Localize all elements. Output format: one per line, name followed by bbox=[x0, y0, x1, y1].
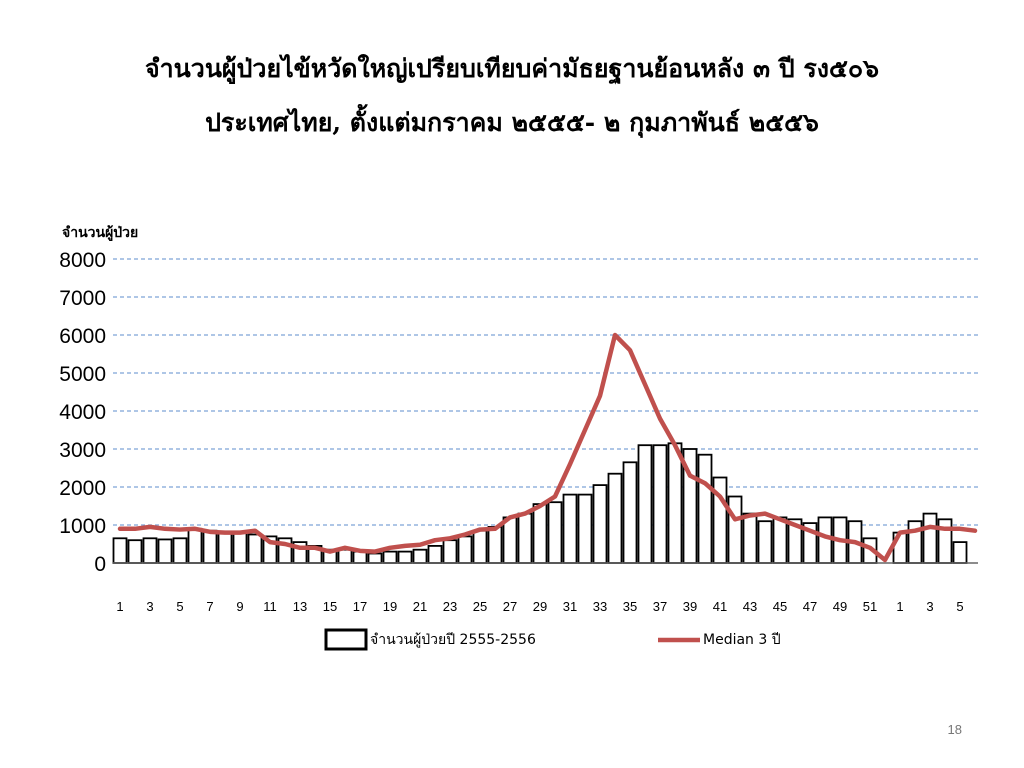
bar bbox=[337, 548, 353, 564]
bar bbox=[427, 545, 443, 564]
x-tick-label: 47 bbox=[803, 599, 817, 614]
bar bbox=[442, 539, 458, 564]
page-number: 18 bbox=[947, 722, 962, 737]
x-tick-label: 37 bbox=[653, 599, 667, 614]
y-tick-label: 6000 bbox=[59, 325, 106, 348]
bar bbox=[532, 503, 548, 564]
slide-title: จำนวนผู้ป่วยไข้หวัดใหญ่เปรียบเทียบค่ามัธ… bbox=[0, 42, 1024, 150]
x-tick-label: 7 bbox=[206, 599, 213, 614]
median-line bbox=[117, 332, 978, 563]
bar bbox=[247, 533, 263, 564]
x-tick-label: 33 bbox=[593, 599, 607, 614]
bar bbox=[157, 538, 173, 564]
bar bbox=[382, 550, 398, 564]
y-tick-label: 1000 bbox=[59, 515, 106, 538]
bar bbox=[187, 527, 203, 564]
x-tick-label: 29 bbox=[533, 599, 547, 614]
y-tick-label: 8000 bbox=[59, 249, 106, 272]
x-tick-label: 31 bbox=[563, 599, 577, 614]
x-tick-label: 5 bbox=[956, 599, 963, 614]
y-tick-label: 4000 bbox=[59, 401, 106, 424]
x-tick-label: 35 bbox=[623, 599, 637, 614]
x-tick-label: 13 bbox=[293, 599, 307, 614]
x-tick-label: 41 bbox=[713, 599, 727, 614]
bar bbox=[127, 539, 143, 564]
bar bbox=[172, 537, 188, 564]
bar bbox=[142, 537, 158, 564]
x-tick-label: 21 bbox=[413, 599, 427, 614]
bar bbox=[562, 493, 578, 564]
x-tick-label: 5 bbox=[176, 599, 183, 614]
bar bbox=[652, 444, 668, 564]
x-tick-label: 49 bbox=[833, 599, 847, 614]
x-tick-label: 1 bbox=[896, 599, 903, 614]
x-tick-label: 11 bbox=[263, 599, 277, 614]
y-tick-label: 3000 bbox=[59, 439, 106, 462]
legend-bar-swatch bbox=[324, 628, 368, 651]
x-tick-label: 43 bbox=[743, 599, 757, 614]
bar bbox=[757, 520, 773, 564]
bar bbox=[697, 453, 713, 564]
bar bbox=[937, 518, 953, 564]
bar bbox=[472, 529, 488, 564]
bar bbox=[367, 552, 383, 564]
bar bbox=[922, 512, 938, 564]
x-tick-label: 51 bbox=[863, 599, 877, 614]
bar bbox=[592, 484, 608, 564]
y-tick-label: 2000 bbox=[59, 477, 106, 500]
x-tick-label: 1 bbox=[116, 599, 123, 614]
bar bbox=[487, 526, 503, 564]
bar bbox=[202, 529, 218, 564]
x-tick-label: 3 bbox=[926, 599, 933, 614]
x-tick-label: 15 bbox=[323, 599, 337, 614]
bar bbox=[232, 531, 248, 564]
legend-line-label: Median 3 ปี bbox=[703, 632, 781, 648]
bar bbox=[412, 548, 428, 564]
title-line-1: จำนวนผู้ป่วยไข้หวัดใหญ่เปรียบเทียบค่ามัธ… bbox=[145, 54, 879, 83]
bar bbox=[727, 495, 743, 564]
x-tick-label: 45 bbox=[773, 599, 787, 614]
y-tick-label: 7000 bbox=[59, 287, 106, 310]
legend-bar-label: จำนวนผู้ป่วยปี 2555-2556 bbox=[370, 632, 536, 648]
bar bbox=[517, 512, 533, 564]
bar bbox=[637, 444, 653, 564]
x-tick-label: 9 bbox=[236, 599, 243, 614]
bar bbox=[817, 516, 833, 564]
bar bbox=[217, 531, 233, 564]
y-tick-label: 0 bbox=[94, 553, 106, 576]
x-tick-label: 39 bbox=[683, 599, 697, 614]
bar bbox=[772, 516, 788, 564]
bar bbox=[397, 550, 413, 564]
x-tick-label: 25 bbox=[473, 599, 487, 614]
bar bbox=[577, 493, 593, 564]
y-axis-label: จำนวนผู้ป่วย bbox=[62, 225, 138, 241]
x-tick-label: 19 bbox=[383, 599, 397, 614]
x-tick-label: 27 bbox=[503, 599, 517, 614]
x-tick-label: 3 bbox=[146, 599, 153, 614]
bar bbox=[952, 541, 968, 564]
bar bbox=[502, 516, 518, 564]
title-line-2: ประเทศไทย, ตั้งแต่มกราคม ๒๕๕๕- ๒ กุมภาพั… bbox=[205, 108, 819, 137]
bar bbox=[112, 537, 128, 564]
bar bbox=[457, 535, 473, 564]
bar bbox=[667, 442, 683, 564]
bar bbox=[622, 461, 638, 564]
bar bbox=[742, 512, 758, 564]
x-tick-label: 23 bbox=[443, 599, 457, 614]
bar bbox=[547, 501, 563, 564]
bar bbox=[607, 472, 623, 564]
y-tick-label: 5000 bbox=[59, 363, 106, 386]
x-tick-label: 17 bbox=[353, 599, 367, 614]
